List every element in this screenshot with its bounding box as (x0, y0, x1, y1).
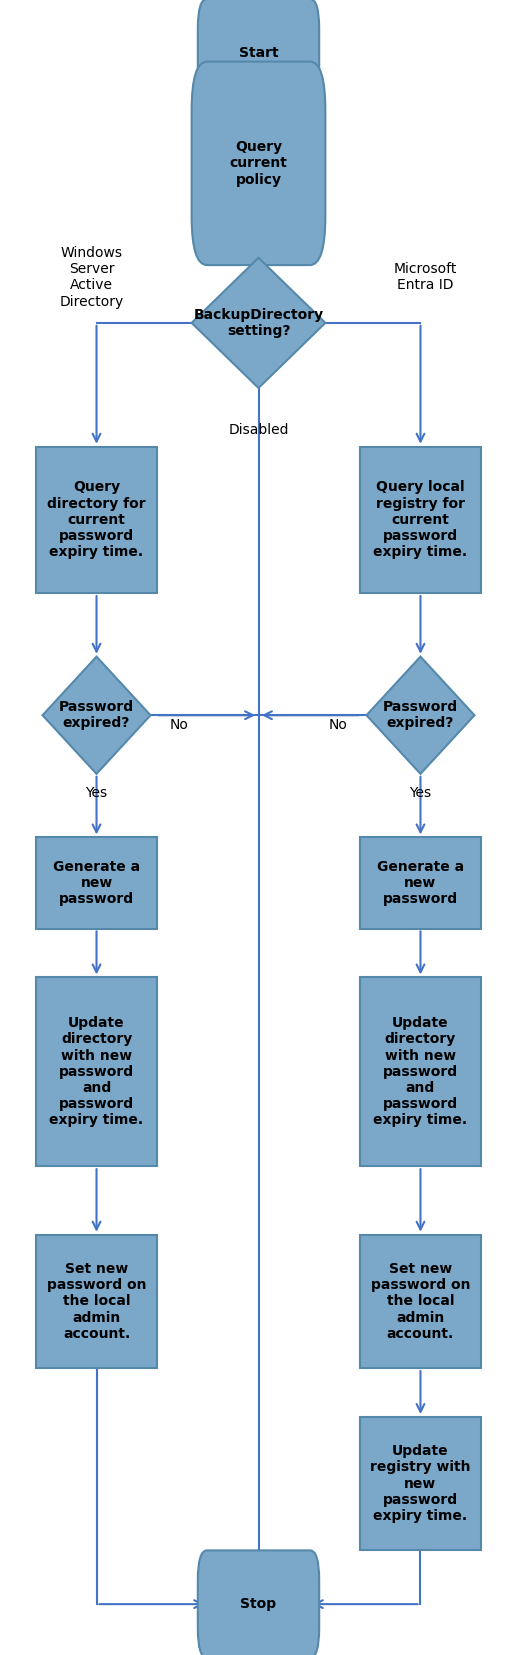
Polygon shape (42, 657, 150, 775)
Bar (36, 837, 157, 928)
Text: BackupDirectory
setting?: BackupDirectory setting? (193, 308, 324, 338)
FancyBboxPatch shape (192, 61, 325, 265)
Text: Update
registry with
new
password
expiry time.: Update registry with new password expiry… (370, 1445, 471, 1523)
Bar (360, 1235, 481, 1369)
FancyBboxPatch shape (198, 1551, 319, 1655)
Text: Update
directory
with new
password
and
password
expiry time.: Update directory with new password and p… (50, 1016, 144, 1127)
Bar (36, 447, 157, 592)
Text: Microsoft
Entra ID: Microsoft Entra ID (394, 261, 458, 293)
Text: Generate a
new
password: Generate a new password (377, 859, 464, 907)
Text: Query
directory for
current
password
expiry time.: Query directory for current password exp… (47, 480, 146, 559)
Bar (360, 1417, 481, 1551)
Text: Query local
registry for
current
password
expiry time.: Query local registry for current passwor… (373, 480, 467, 559)
Bar (36, 1235, 157, 1369)
Text: Start: Start (239, 46, 278, 60)
Text: Query
current
policy: Query current policy (230, 141, 287, 187)
Text: Windows
Server
Active
Directory: Windows Server Active Directory (59, 247, 124, 308)
Text: No: No (170, 718, 188, 732)
Bar (36, 978, 157, 1167)
Text: Set new
password on
the local
admin
account.: Set new password on the local admin acco… (47, 1261, 146, 1341)
Text: Yes: Yes (85, 786, 108, 801)
Text: Stop: Stop (240, 1597, 277, 1610)
Polygon shape (367, 657, 475, 775)
Text: Password
expired?: Password expired? (383, 700, 458, 730)
Text: Generate a
new
password: Generate a new password (53, 859, 140, 907)
Polygon shape (192, 258, 325, 387)
Text: Update
directory
with new
password
and
password
expiry time.: Update directory with new password and p… (373, 1016, 467, 1127)
FancyBboxPatch shape (198, 0, 319, 106)
Text: Set new
password on
the local
admin
account.: Set new password on the local admin acco… (371, 1261, 470, 1341)
Text: No: No (329, 718, 347, 732)
Text: Password
expired?: Password expired? (59, 700, 134, 730)
Text: Disabled: Disabled (228, 424, 289, 437)
Bar (360, 978, 481, 1167)
Bar (360, 447, 481, 592)
Text: Yes: Yes (409, 786, 432, 801)
Bar (360, 837, 481, 928)
